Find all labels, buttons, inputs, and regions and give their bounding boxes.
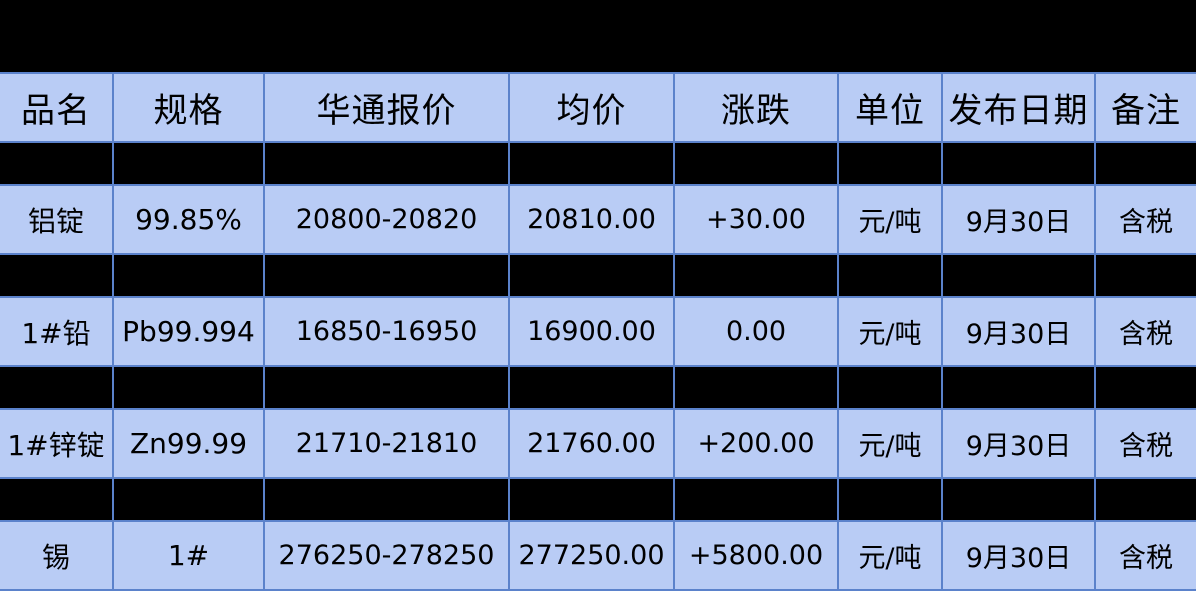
gap-cell xyxy=(941,254,1095,297)
table-row[interactable]: 1#锌锭 Zn99.99 21710-21810 21760.00 +200.0… xyxy=(0,408,1196,479)
cell-avg: 20810.00 xyxy=(508,184,674,255)
gap-cell xyxy=(1094,366,1196,409)
column-header-unit: 单位 xyxy=(837,72,942,143)
cell-unit: 元/吨 xyxy=(837,296,942,367)
gap-cell xyxy=(112,478,264,521)
top-blank-band xyxy=(0,0,1196,74)
cell-date: 9月30日 xyxy=(941,296,1095,367)
gap-cell xyxy=(0,478,113,521)
gap-cell xyxy=(837,366,942,409)
gap-cell xyxy=(508,142,674,185)
column-header-quote: 华通报价 xyxy=(263,72,509,143)
cell-quote: 21710-21810 xyxy=(263,408,509,479)
column-header-note: 备注 xyxy=(1094,72,1196,143)
column-header-avg: 均价 xyxy=(508,72,674,143)
gap-cell xyxy=(508,478,674,521)
gap-cell xyxy=(0,366,113,409)
gap-cell xyxy=(263,142,509,185)
cell-note: 含税 xyxy=(1094,520,1196,591)
cell-spec: 99.85% xyxy=(112,184,264,255)
cell-quote: 276250-278250 xyxy=(263,520,509,591)
cell-name: 锡 xyxy=(0,520,113,591)
gap-cell xyxy=(263,254,509,297)
gap-cell xyxy=(1094,142,1196,185)
cell-name: 1#铅 xyxy=(0,296,113,367)
cell-spec: 1# xyxy=(112,520,264,591)
gap-cell xyxy=(837,478,942,521)
cell-change: 0.00 xyxy=(673,296,838,367)
cell-change: +200.00 xyxy=(673,408,838,479)
gap-cell xyxy=(941,142,1095,185)
row-gap-band xyxy=(0,478,1196,521)
column-header-change: 涨跌 xyxy=(673,72,838,143)
cell-quote: 20800-20820 xyxy=(263,184,509,255)
cell-avg: 21760.00 xyxy=(508,408,674,479)
cell-spec: Pb99.994 xyxy=(112,296,264,367)
gap-cell xyxy=(837,142,942,185)
column-header-date: 发布日期 xyxy=(941,72,1095,143)
gap-cell xyxy=(941,366,1095,409)
cell-note: 含税 xyxy=(1094,408,1196,479)
cell-avg: 16900.00 xyxy=(508,296,674,367)
gap-cell xyxy=(673,254,838,297)
cell-name: 铝锭 xyxy=(0,184,113,255)
cell-unit: 元/吨 xyxy=(837,184,942,255)
gap-cell xyxy=(941,478,1095,521)
gap-cell xyxy=(0,254,113,297)
row-gap-band xyxy=(0,254,1196,297)
row-gap-band xyxy=(0,366,1196,409)
table-row[interactable]: 铝锭 99.85% 20800-20820 20810.00 +30.00 元/… xyxy=(0,184,1196,255)
cell-unit: 元/吨 xyxy=(837,408,942,479)
gap-cell xyxy=(508,366,674,409)
gap-cell xyxy=(112,366,264,409)
gap-cell xyxy=(112,142,264,185)
gap-cell xyxy=(263,478,509,521)
gap-cell xyxy=(673,142,838,185)
gap-cell xyxy=(837,254,942,297)
gap-cell xyxy=(263,366,509,409)
gap-cell xyxy=(673,478,838,521)
table-header-row: 品名 规格 华通报价 均价 涨跌 单位 发布日期 备注 xyxy=(0,72,1196,143)
top-blank-band-cell xyxy=(0,0,1196,74)
cell-name: 1#锌锭 xyxy=(0,408,113,479)
gap-cell xyxy=(0,142,113,185)
cell-avg: 277250.00 xyxy=(508,520,674,591)
cell-change: +30.00 xyxy=(673,184,838,255)
gap-cell xyxy=(1094,254,1196,297)
cell-note: 含税 xyxy=(1094,184,1196,255)
gap-cell xyxy=(1094,478,1196,521)
cell-date: 9月30日 xyxy=(941,184,1095,255)
cell-date: 9月30日 xyxy=(941,408,1095,479)
column-header-name: 品名 xyxy=(0,72,113,143)
table-row[interactable]: 锡 1# 276250-278250 277250.00 +5800.00 元/… xyxy=(0,520,1196,591)
gap-cell xyxy=(112,254,264,297)
cell-change: +5800.00 xyxy=(673,520,838,591)
cell-spec: Zn99.99 xyxy=(112,408,264,479)
table-row[interactable]: 1#铅 Pb99.994 16850-16950 16900.00 0.00 元… xyxy=(0,296,1196,367)
gap-cell xyxy=(673,366,838,409)
cell-quote: 16850-16950 xyxy=(263,296,509,367)
cell-note: 含税 xyxy=(1094,296,1196,367)
cell-date: 9月30日 xyxy=(941,520,1095,591)
gap-cell xyxy=(508,254,674,297)
column-header-spec: 规格 xyxy=(112,72,264,143)
row-gap-band xyxy=(0,142,1196,185)
cell-unit: 元/吨 xyxy=(837,520,942,591)
